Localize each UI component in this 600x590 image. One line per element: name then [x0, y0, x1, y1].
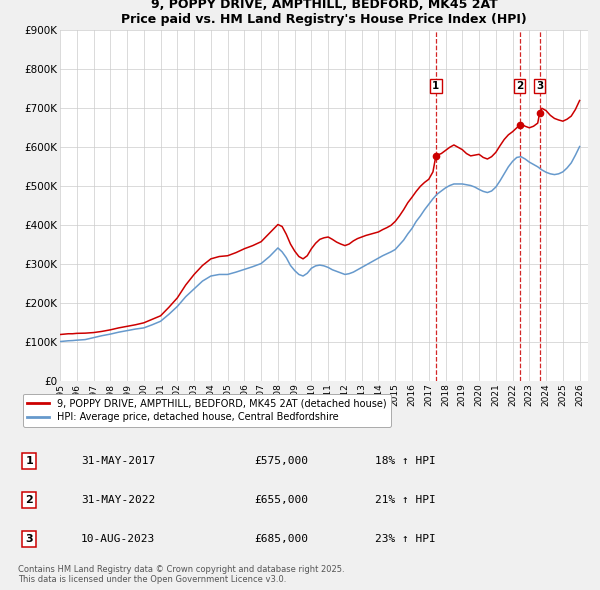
Title: 9, POPPY DRIVE, AMPTHILL, BEDFORD, MK45 2AT
Price paid vs. HM Land Registry's Ho: 9, POPPY DRIVE, AMPTHILL, BEDFORD, MK45 …	[121, 0, 527, 25]
Text: 23% ↑ HPI: 23% ↑ HPI	[375, 534, 436, 544]
Text: 2: 2	[516, 81, 523, 91]
Text: £685,000: £685,000	[254, 534, 308, 544]
Legend: 9, POPPY DRIVE, AMPTHILL, BEDFORD, MK45 2AT (detached house), HPI: Average price: 9, POPPY DRIVE, AMPTHILL, BEDFORD, MK45 …	[23, 394, 391, 427]
Text: £575,000: £575,000	[254, 456, 308, 466]
Text: 18% ↑ HPI: 18% ↑ HPI	[375, 456, 436, 466]
Text: Contains HM Land Registry data © Crown copyright and database right 2025.
This d: Contains HM Land Registry data © Crown c…	[18, 565, 344, 584]
Text: 2: 2	[25, 495, 33, 505]
Text: £655,000: £655,000	[254, 495, 308, 505]
Text: 1: 1	[25, 456, 33, 466]
Text: 1: 1	[432, 81, 439, 91]
Text: 31-MAY-2022: 31-MAY-2022	[81, 495, 155, 505]
Text: 21% ↑ HPI: 21% ↑ HPI	[375, 495, 436, 505]
Text: 31-MAY-2017: 31-MAY-2017	[81, 456, 155, 466]
Text: 3: 3	[25, 534, 33, 544]
Text: 3: 3	[536, 81, 543, 91]
Text: 10-AUG-2023: 10-AUG-2023	[81, 534, 155, 544]
